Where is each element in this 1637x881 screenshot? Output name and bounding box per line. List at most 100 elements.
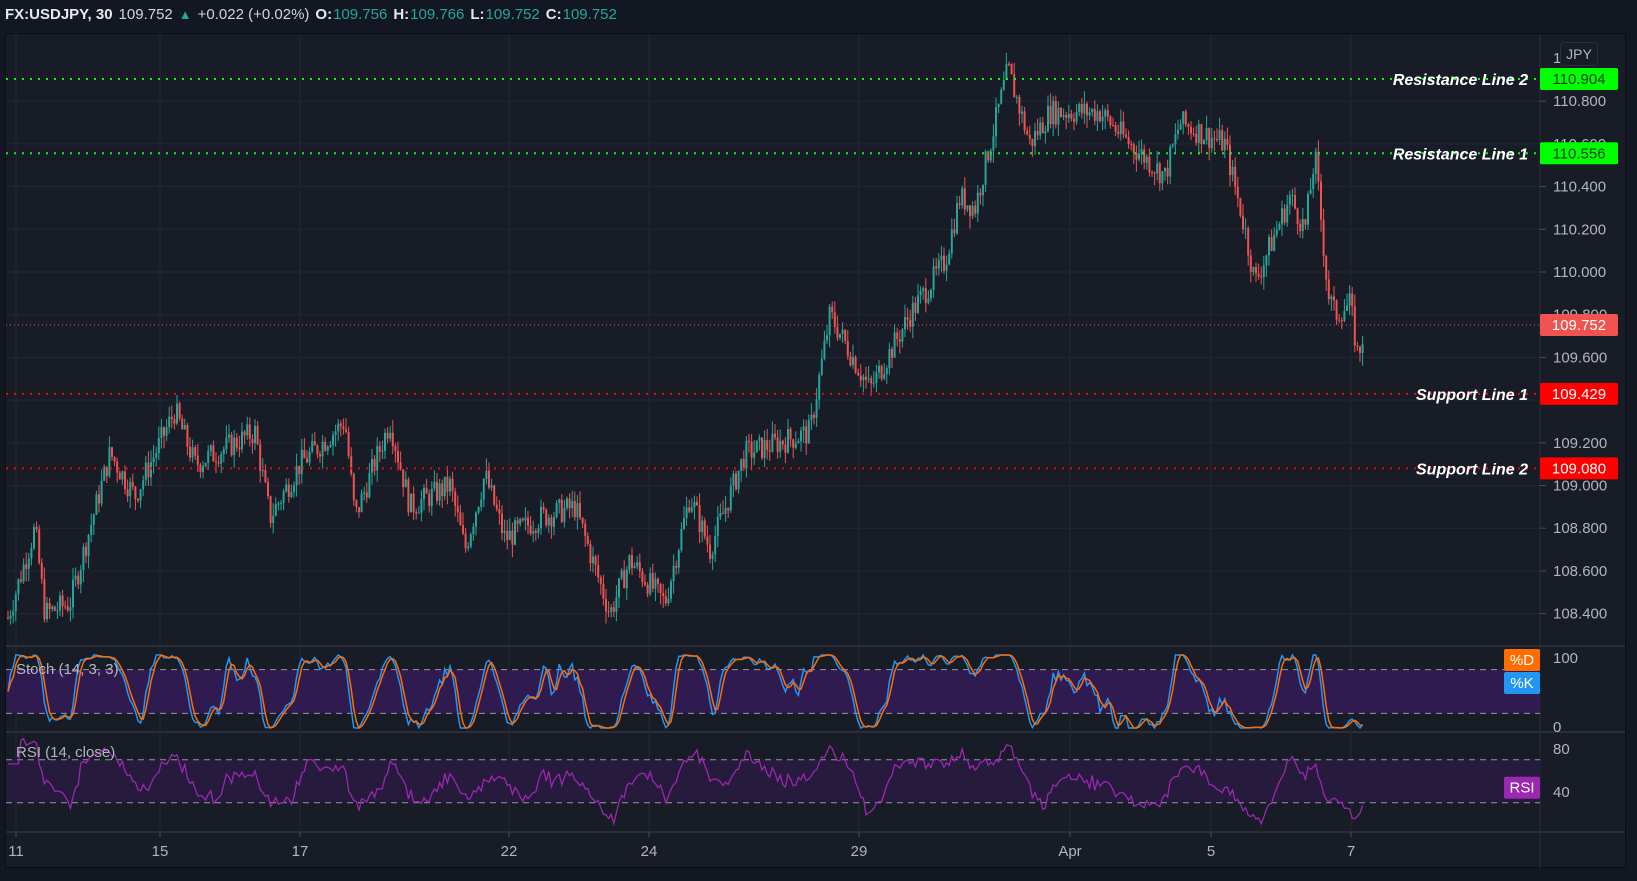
candle-body [462, 525, 464, 534]
candle-body [1314, 151, 1317, 174]
resistance-price-badge [1540, 68, 1618, 90]
candle-body [1262, 265, 1265, 278]
candle-body [1229, 144, 1231, 175]
candle-body [948, 253, 951, 265]
candle-body [532, 531, 535, 534]
candle-body [1299, 223, 1302, 232]
candle-body [438, 483, 441, 501]
candle-body [241, 431, 243, 450]
candle-body [813, 414, 815, 418]
candle-body [272, 515, 275, 524]
candle-body [64, 606, 67, 608]
candle-body [259, 444, 262, 471]
price-tick-label: 110.800 [1553, 93, 1606, 110]
candle-body [979, 192, 982, 196]
rsi-tick-label: 80 [1553, 741, 1570, 758]
candle-body [1218, 130, 1221, 140]
candle-body [352, 473, 355, 501]
candle-body [1153, 172, 1156, 174]
horizontal-levels[interactable]: Resistance Line 2 Resistance Line 1 Suppor… [6, 72, 1540, 478]
stoch-d-badge-text: %D [1510, 652, 1534, 669]
candle-body [1325, 256, 1328, 280]
candle-body [430, 488, 433, 507]
candle-body [378, 446, 381, 452]
candle-body [477, 507, 480, 513]
candle-body [30, 548, 33, 559]
candle-body [306, 458, 308, 463]
candle-body [1231, 166, 1234, 175]
candle-body [295, 465, 298, 486]
candle-body [87, 534, 90, 556]
candle-body [495, 504, 498, 510]
rsi-line [8, 737, 1364, 827]
price-tick-label: 109.600 [1553, 349, 1607, 366]
candle-body [1301, 219, 1304, 232]
candle-body [888, 349, 891, 369]
candle-body [641, 571, 644, 583]
candle-body [893, 332, 896, 358]
candle-body [459, 512, 462, 526]
candle-body [176, 403, 178, 424]
stoch-tick-label: 0 [1553, 719, 1561, 736]
chart-frame[interactable] [5, 33, 1626, 868]
candle-body [79, 569, 82, 585]
candle-body [735, 473, 737, 490]
candle-body [451, 478, 454, 492]
candle-body [1052, 100, 1055, 125]
candle-body [194, 447, 197, 456]
candle-body [748, 440, 750, 442]
candle-body [1135, 152, 1138, 160]
candle-body [865, 376, 867, 380]
candle-body [376, 446, 379, 471]
candle-body [872, 383, 875, 385]
candle-body [1239, 197, 1242, 216]
candle-body [1348, 293, 1351, 306]
grid-lines [6, 34, 1625, 868]
candle-body [446, 476, 449, 492]
candle-body [646, 584, 649, 594]
support-price-badge-text: 109.080 [1552, 460, 1606, 477]
candle-body [118, 472, 121, 480]
candle-body [1322, 219, 1325, 257]
candle-body [906, 317, 909, 320]
candle-body [1255, 267, 1257, 274]
time-tick-label: 11 [8, 843, 24, 860]
symbol-name[interactable]: FX:USDJPY, 30 [5, 6, 113, 23]
candle-body [1275, 229, 1278, 235]
candle-body [1086, 103, 1088, 116]
candle-body [1093, 108, 1096, 121]
candle-body [256, 425, 259, 445]
candle-body [1075, 111, 1078, 122]
candle-body [675, 565, 678, 568]
candle-body [1327, 279, 1330, 300]
candle-body [183, 425, 186, 430]
candle-body [1200, 124, 1203, 144]
candle-body [1002, 79, 1005, 90]
candle-body [1127, 137, 1130, 144]
candle-body [246, 424, 249, 436]
candle-body [828, 306, 831, 336]
time-axis[interactable]: 11 15 17 22 24 29 Apr 5 7 [8, 832, 1355, 860]
candle-body [1338, 319, 1341, 321]
candle-body [134, 486, 137, 499]
candle-body [90, 524, 93, 535]
candle-body [1205, 128, 1208, 141]
time-tick-label: Apr [1058, 843, 1081, 860]
rsi-tick-label: 40 [1553, 784, 1570, 801]
candle-body [755, 440, 758, 453]
candle-body [560, 499, 563, 522]
candle-body [878, 365, 880, 373]
candle-body [703, 520, 706, 537]
candle-body [870, 378, 873, 384]
candle-body [1317, 151, 1320, 182]
candle-body [417, 512, 420, 514]
currency-button[interactable]: JPY [1560, 42, 1598, 66]
candle-body [1039, 122, 1042, 136]
candle-body [527, 517, 529, 526]
candle-body [342, 426, 345, 430]
candle-body [43, 579, 46, 620]
candle-body [404, 479, 407, 488]
candle-body [612, 607, 615, 612]
candle-body [1340, 320, 1343, 322]
